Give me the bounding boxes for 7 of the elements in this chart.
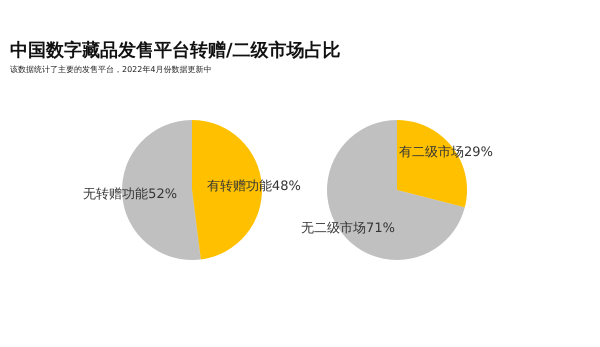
pie-slice [397, 120, 467, 208]
chart-subtitle: 该数据统计了主要的发售平台，2022年4月份数据更新中 [10, 64, 212, 75]
pie-slice [327, 120, 465, 260]
pie-slice [122, 120, 201, 260]
slice-label: 无二级市场71% [301, 221, 395, 236]
chart-title: 中国数字藏品发售平台转赠/二级市场占比 [10, 39, 341, 62]
slice-label: 无转赠功能52% [83, 186, 178, 202]
